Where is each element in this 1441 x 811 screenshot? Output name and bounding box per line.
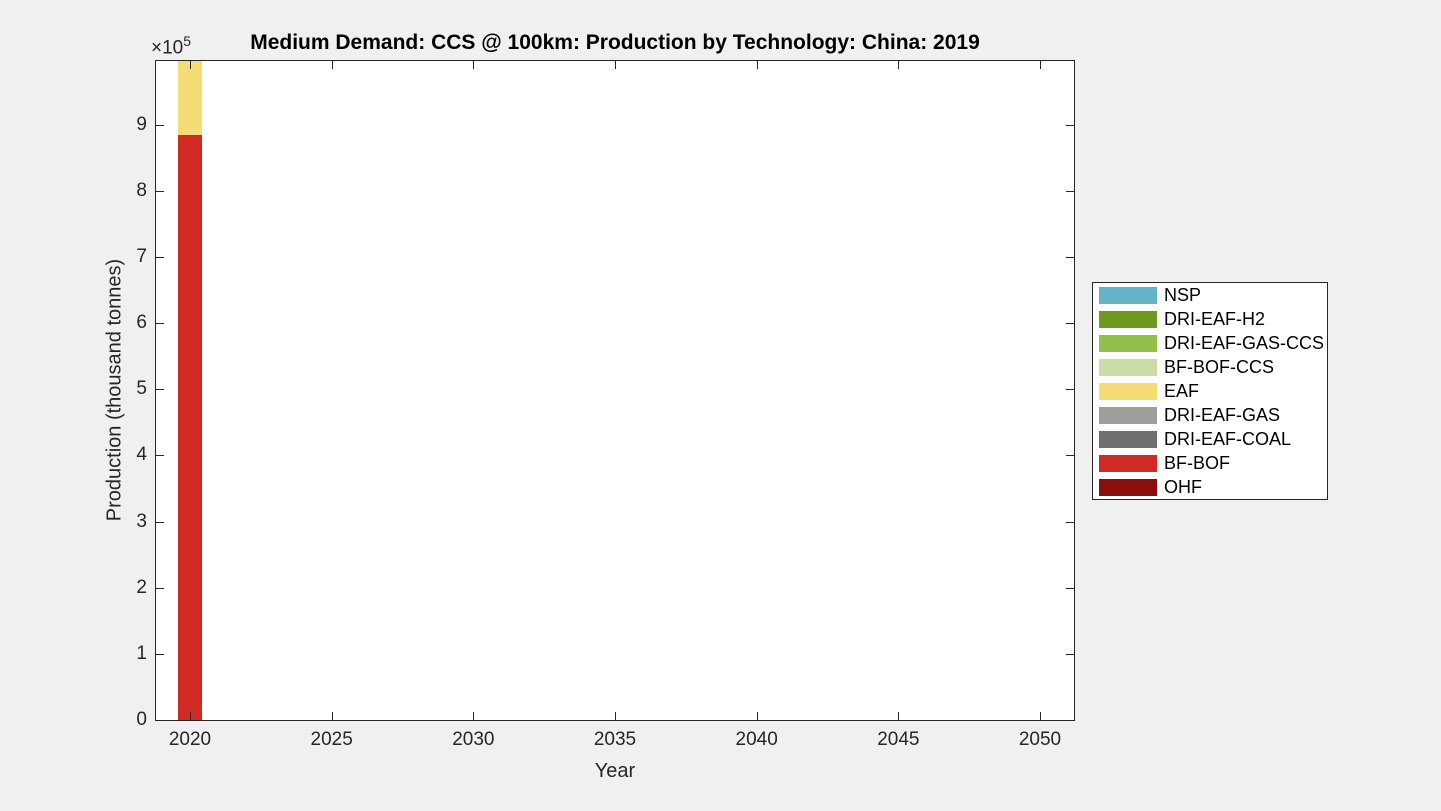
x-tick-bottom-2030	[473, 712, 475, 720]
x-tick-label-2030: 2030	[452, 729, 495, 750]
legend-entry-OHF: OHF	[1093, 475, 1327, 499]
y-tick-left-1	[156, 653, 164, 655]
x-tick-top-2025	[331, 61, 333, 69]
legend-swatch-EAF	[1099, 382, 1157, 400]
x-tick-bottom-2020	[190, 712, 191, 720]
x-tick-label-2020: 2020	[168, 729, 212, 750]
y-tick-label-0: 0	[136, 709, 147, 730]
legend: NSP DRI-EAF-H2 DRI-EAF-GAS-CCS BF-BOF-CCS EA…	[1092, 282, 1328, 500]
x-tick-label-2050: 2050	[1018, 729, 1062, 750]
chart-title: Medium Demand: CCS @ 100km: Production b…	[250, 31, 980, 54]
legend-label: OHF	[1164, 477, 1202, 497]
legend-entry-BF-BOF: BF-BOF	[1093, 451, 1327, 475]
legend-swatch-BF-BOF-CCS	[1099, 358, 1157, 376]
y-tick-left-7	[156, 256, 164, 258]
y-tick-label-1: 1	[136, 642, 147, 664]
y-tick-left-0	[156, 720, 164, 721]
y-tick-left-8	[156, 190, 164, 192]
y-axis-multiplier-exponent: 5	[183, 33, 192, 49]
legend-label: BF-BOF-CCS	[1164, 357, 1274, 377]
y-tick-right-6	[1066, 323, 1074, 324]
x-tick-top-2020	[190, 61, 191, 69]
y-tick-right-4	[1066, 455, 1074, 457]
y-tick-left-2	[156, 587, 164, 589]
x-tick-bottom-2035	[615, 712, 616, 720]
y-tick-label-2: 2	[136, 576, 147, 598]
legend-entry-DRI-EAF-H2: DRI-EAF-H2	[1093, 307, 1327, 331]
legend-entry-DRI-EAF-GAS: DRI-EAF-GAS	[1093, 403, 1327, 427]
y-tick-label-5: 5	[136, 378, 147, 400]
x-tick-bottom-2040	[756, 712, 758, 720]
y-axis-multiplier-base: ×10	[151, 37, 184, 59]
legend-swatch-NSP	[1099, 286, 1157, 304]
x-tick-bottom-2050	[1040, 712, 1041, 720]
x-tick-top-2050	[1040, 61, 1041, 69]
x-tick-top-2045	[898, 61, 900, 69]
legend-swatch-BF-BOF	[1099, 454, 1157, 472]
y-tick-left-5	[156, 389, 164, 391]
bar-segment-BF-BOF	[177, 135, 203, 720]
y-tick-left-3	[156, 521, 164, 523]
y-tick-right-1	[1066, 653, 1074, 655]
y-tick-label-8: 8	[136, 179, 147, 201]
y-tick-right-8	[1066, 190, 1074, 192]
y-tick-right-5	[1066, 389, 1074, 391]
plot-area	[155, 60, 1075, 721]
y-tick-right-9	[1066, 124, 1074, 126]
x-tick-top-2030	[473, 61, 475, 69]
y-tick-left-9	[156, 124, 164, 126]
y-tick-left-6	[156, 323, 164, 324]
legend-swatch-DRI-EAF-GAS-CCS	[1099, 334, 1157, 352]
x-axis-label: Year	[594, 760, 636, 782]
y-tick-label-4: 4	[136, 444, 147, 466]
y-tick-right-2	[1066, 587, 1074, 589]
legend-swatch-DRI-EAF-GAS	[1099, 406, 1157, 424]
x-tick-top-2035	[615, 61, 616, 69]
y-tick-right-3	[1066, 521, 1074, 523]
legend-entry-EAF: EAF	[1093, 379, 1327, 403]
bar-segment-EAF	[177, 61, 203, 136]
legend-label: BF-BOF	[1164, 453, 1230, 473]
x-tick-label-2040: 2040	[735, 729, 778, 750]
x-tick-bottom-2045	[898, 712, 900, 720]
y-tick-label-3: 3	[136, 510, 147, 532]
x-tick-top-2040	[756, 61, 758, 69]
x-tick-bottom-2025	[331, 712, 333, 720]
y-axis-multiplier: ×105	[151, 33, 191, 59]
legend-entry-NSP: NSP	[1093, 283, 1327, 307]
x-tick-label-2025: 2025	[310, 729, 353, 750]
legend-label: DRI-EAF-COAL	[1164, 429, 1292, 449]
legend-swatch-OHF	[1099, 478, 1157, 496]
legend-label: EAF	[1164, 381, 1200, 401]
y-tick-label-7: 7	[136, 245, 147, 267]
legend-swatch-DRI-EAF-COAL	[1099, 430, 1157, 448]
y-tick-right-7	[1066, 256, 1074, 258]
y-tick-left-4	[156, 455, 164, 457]
y-tick-right-0	[1066, 720, 1074, 721]
legend-label: DRI-EAF-H2	[1164, 309, 1266, 329]
x-tick-label-2035: 2035	[593, 729, 637, 750]
y-tick-label-9: 9	[136, 113, 147, 135]
legend-entry-DRI-EAF-GAS-CCS: DRI-EAF-GAS-CCS	[1093, 331, 1327, 355]
x-tick-label-2045: 2045	[877, 729, 920, 750]
legend-label: DRI-EAF-GAS-CCS	[1164, 333, 1325, 353]
legend-entry-DRI-EAF-COAL: DRI-EAF-COAL	[1093, 427, 1327, 451]
y-tick-label-6: 6	[136, 312, 147, 333]
legend-entry-BF-BOF-CCS: BF-BOF-CCS	[1093, 355, 1327, 379]
legend-label: DRI-EAF-GAS	[1164, 405, 1281, 425]
legend-swatch-DRI-EAF-H2	[1099, 310, 1157, 328]
legend-label: NSP	[1164, 285, 1202, 305]
